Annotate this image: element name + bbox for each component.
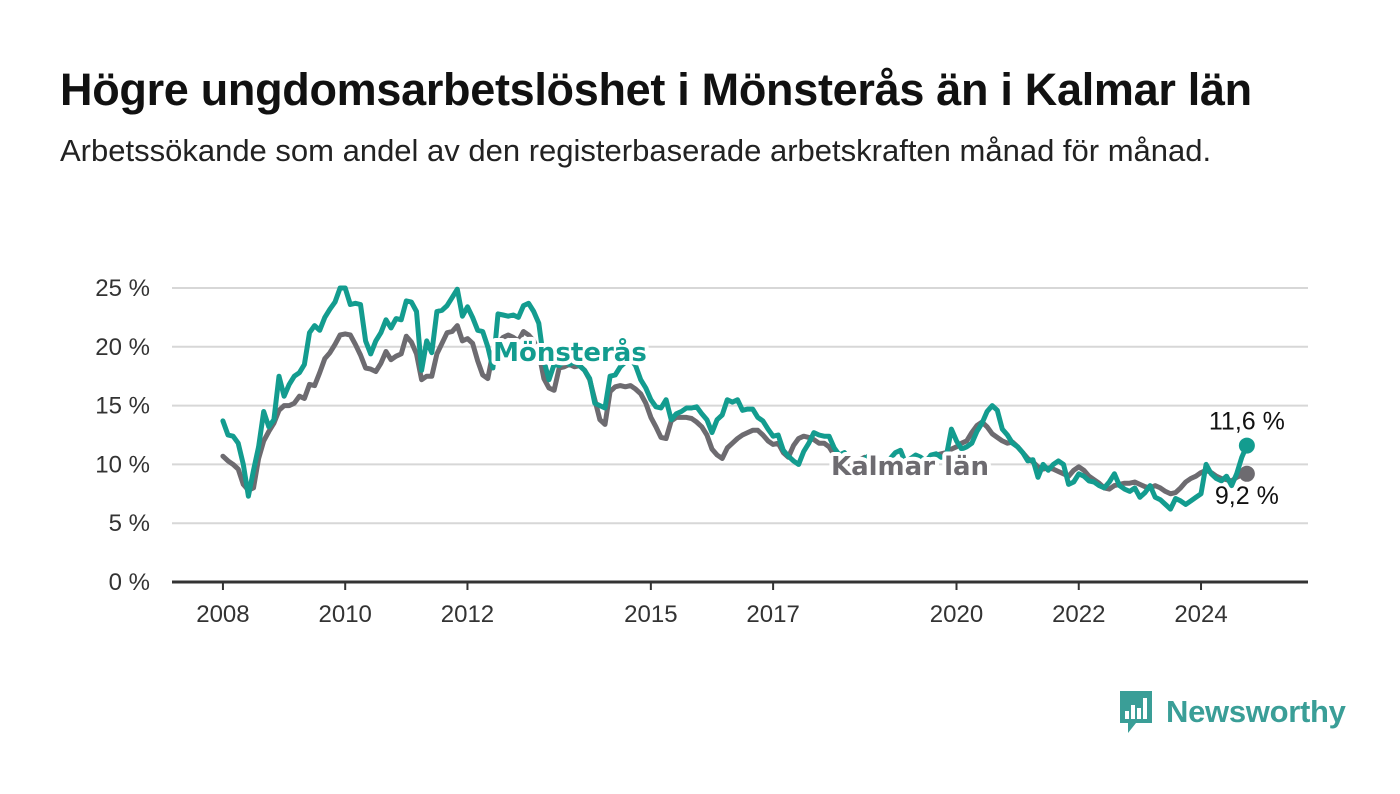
x-tick-label: 2008 — [196, 601, 249, 628]
x-tick-label: 2020 — [930, 601, 983, 628]
y-axis-ticks: 0 % 5 % 10 % 15 % 20 % 25 % — [95, 275, 150, 596]
y-tick-label: 0 % — [109, 569, 150, 596]
series-line-kalmar — [220, 323, 1250, 497]
y-tick-label: 15 % — [95, 393, 150, 420]
x-tick-label: 2017 — [746, 601, 799, 628]
chart-subtitle: Arbetssökande som andel av den registerb… — [60, 133, 1212, 168]
y-tick-label: 20 % — [95, 334, 150, 361]
x-tick-label: 2012 — [441, 601, 494, 628]
end-value-label-kalmar: 9,2 % — [1215, 482, 1279, 510]
series-label-monsteras: Mönsterås — [493, 336, 647, 368]
series-labels: Mönsterås Kalmar län 11,6 % 9,2 % — [489, 332, 1288, 513]
end-point-monsteras — [1238, 437, 1255, 454]
end-point-kalmar — [1238, 465, 1255, 482]
end-value-label-monsteras: 11,6 % — [1209, 408, 1285, 436]
brand-name: Newsworthy — [1166, 694, 1346, 729]
y-tick-label: 10 % — [95, 451, 150, 478]
series-lines — [220, 285, 1255, 512]
newsworthy-brand: Newsworthy — [1118, 688, 1346, 736]
x-tick-label: 2024 — [1174, 601, 1227, 628]
x-tick-label: 2022 — [1052, 601, 1105, 628]
x-tick-label: 2015 — [624, 601, 677, 628]
chart-title: Högre ungdomsarbetslöshet i Mönsterås än… — [60, 64, 1252, 115]
x-tick-label: 2010 — [319, 601, 372, 628]
series-line-monsteras — [220, 285, 1250, 512]
newsworthy-logo-icon — [1120, 691, 1152, 733]
series-label-kalmar: Kalmar län — [831, 452, 989, 482]
x-axis-ticks: 2008 2010 2012 2015 2017 2020 2022 2024 — [196, 582, 1228, 628]
y-tick-label: 5 % — [109, 510, 150, 537]
y-tick-label: 25 % — [95, 275, 150, 302]
